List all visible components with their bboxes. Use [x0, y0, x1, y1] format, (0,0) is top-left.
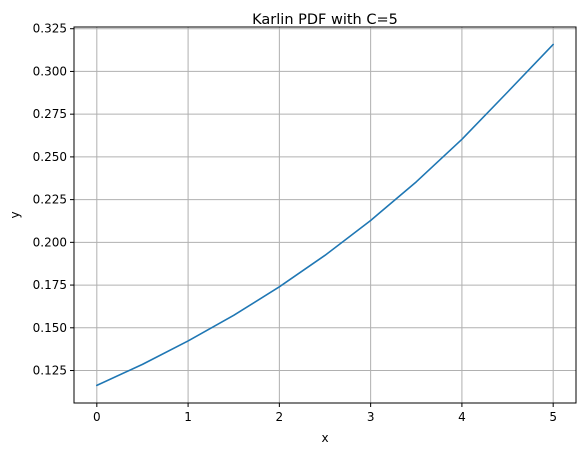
y-tick-label: 0.250 [33, 150, 67, 164]
x-tick-label: 1 [184, 410, 192, 424]
chart-title: Karlin PDF with C=5 [252, 12, 398, 28]
y-tick-label: 0.125 [33, 364, 67, 378]
x-axis-label: x [321, 431, 328, 445]
x-tick-label: 3 [367, 410, 375, 424]
y-tick-label: 0.300 [33, 64, 67, 78]
y-tick-label: 0.275 [33, 107, 67, 121]
series-layer [96, 43, 554, 387]
y-tick-label: 0.225 [33, 193, 67, 207]
x-tick-label: 4 [458, 410, 466, 424]
axis-ticks: 0 1 2 3 4 5 0.125 0.150 0.175 0.200 0.225 0.250 0.27… [33, 22, 557, 424]
x-tick-label: 2 [276, 410, 284, 424]
plot-frame [73, 26, 577, 404]
y-tick-label: 0.175 [33, 278, 67, 292]
grid-lines [74, 27, 576, 403]
y-axis-label: y [8, 211, 22, 218]
x-tick-label: 0 [93, 410, 101, 424]
y-tick-label: 0.200 [33, 235, 67, 249]
series-line [96, 43, 554, 387]
x-tick-label: 5 [549, 410, 557, 424]
y-tick-label: 0.150 [33, 321, 67, 335]
y-tick-label: 0.325 [33, 22, 67, 36]
